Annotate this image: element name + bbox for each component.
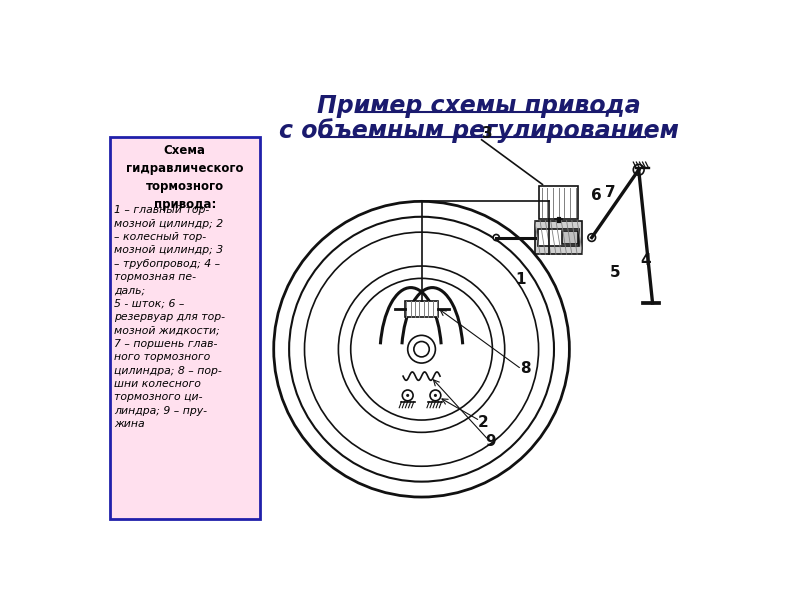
Circle shape	[402, 390, 413, 401]
Circle shape	[434, 394, 437, 397]
Text: 4: 4	[640, 253, 651, 268]
Text: 9: 9	[486, 434, 496, 449]
Circle shape	[634, 164, 644, 175]
Text: 6: 6	[591, 188, 602, 203]
Circle shape	[406, 394, 410, 397]
Bar	[538, 229, 579, 246]
Text: Схема
гидравлического
тормозного
привода:: Схема гидравлического тормозного привода…	[126, 143, 243, 211]
Text: с объемным регулированием: с объемным регулированием	[279, 118, 679, 143]
Bar	[562, 230, 578, 244]
Bar	[110, 137, 260, 518]
Circle shape	[408, 335, 435, 363]
Text: 3: 3	[482, 126, 492, 141]
Circle shape	[430, 390, 441, 401]
Text: Пример схемы привода: Пример схемы привода	[318, 94, 641, 118]
Text: 8: 8	[520, 361, 531, 376]
Text: 1: 1	[516, 272, 526, 287]
Text: 1 – главный тор-
мозной цилиндр; 2
– колесный тор-
мозной цилиндр; 3
– трубопров: 1 – главный тор- мозной цилиндр; 2 – кол…	[114, 205, 226, 429]
Text: 2: 2	[478, 415, 489, 430]
Bar	[539, 186, 578, 219]
Circle shape	[588, 233, 595, 241]
Bar	[534, 221, 582, 254]
Circle shape	[637, 168, 641, 172]
Circle shape	[493, 235, 499, 241]
Text: 5: 5	[610, 265, 620, 280]
Text: 7: 7	[605, 185, 615, 200]
Bar	[405, 301, 438, 317]
